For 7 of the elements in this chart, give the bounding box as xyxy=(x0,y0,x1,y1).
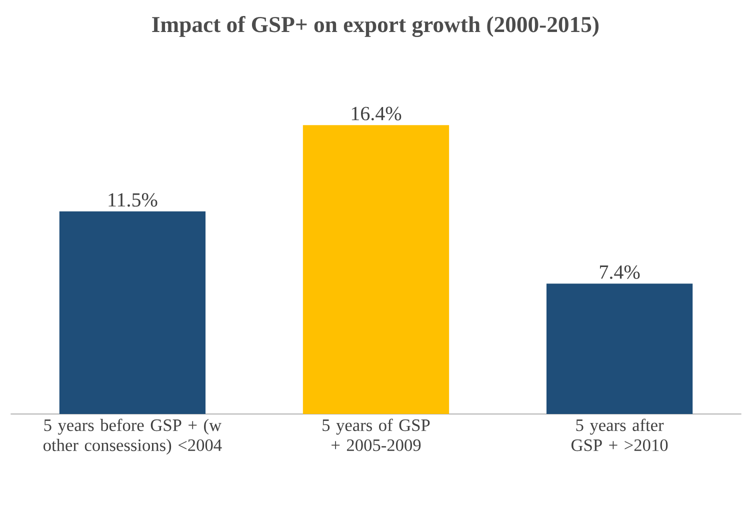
data-label: 7.4% xyxy=(600,265,640,279)
data-label: 11.5% xyxy=(108,193,158,207)
data-label: 16.4% xyxy=(352,106,402,120)
x-tick-label: 5 years of GSP + 2005-2009 xyxy=(322,418,430,452)
chart-title: Impact of GSP+ on export growth (2000-2015) xyxy=(152,16,599,37)
x-tick-label: 5 years before GSP + (w other consessions) <2004 xyxy=(44,418,222,455)
x-tick-label: 5 years after GSP + >2010 xyxy=(571,418,668,452)
